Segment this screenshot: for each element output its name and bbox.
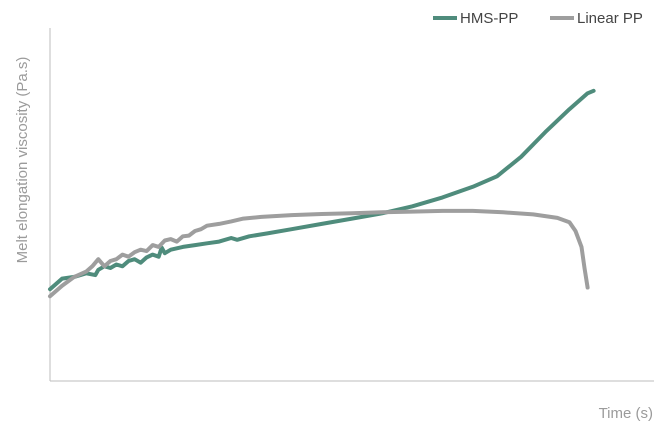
x-axis-label: Time (s) (599, 405, 653, 422)
legend-item-linear-pp: Linear PP (550, 10, 643, 27)
legend-label: Linear PP (577, 10, 643, 27)
legend-item-hms-pp: HMS-PP (433, 10, 518, 27)
legend-label: HMS-PP (460, 10, 518, 27)
y-axis-label: Melt elongation viscosity (Pa.s) (14, 57, 31, 264)
axes (49, 28, 654, 382)
series-line-hms-pp (48, 88, 596, 292)
legend: HMS-PP Linear PP (433, 10, 643, 27)
series-line-linear-pp (48, 208, 590, 299)
series-layer (48, 88, 596, 299)
